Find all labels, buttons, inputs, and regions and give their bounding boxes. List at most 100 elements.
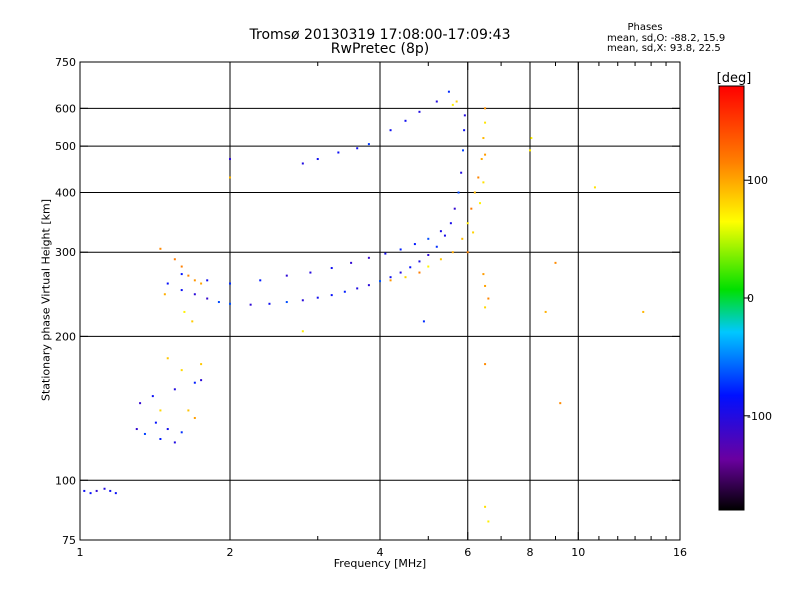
data-point: [462, 149, 465, 152]
data-point: [159, 409, 162, 412]
data-point: [427, 265, 430, 268]
data-point: [451, 103, 454, 106]
data-point: [463, 129, 466, 132]
data-point: [480, 158, 483, 161]
data-point: [166, 357, 169, 360]
data-point: [139, 402, 142, 405]
x-tick-label: 8: [527, 546, 534, 559]
data-point: [418, 110, 421, 113]
data-point: [350, 261, 353, 264]
data-point: [384, 252, 387, 255]
data-point: [316, 158, 319, 161]
data-point: [229, 302, 231, 305]
data-point: [457, 191, 460, 194]
data-point: [83, 489, 86, 492]
data-point: [482, 181, 485, 184]
data-points: [83, 90, 645, 523]
data-point: [229, 282, 231, 285]
data-point: [249, 303, 252, 306]
data-point: [316, 296, 319, 299]
data-point: [183, 310, 186, 313]
data-point: [472, 231, 475, 234]
data-point: [427, 237, 430, 240]
data-point: [482, 137, 485, 140]
data-point: [301, 330, 304, 333]
data-point: [435, 245, 438, 248]
data-point: [191, 320, 194, 323]
data-point: [154, 421, 157, 424]
data-point: [409, 266, 412, 269]
data-point: [187, 274, 190, 277]
data-point: [229, 158, 231, 161]
data-point: [451, 251, 454, 254]
data-point: [544, 310, 547, 313]
data-point: [449, 222, 452, 225]
y-tick-label: 100: [55, 474, 76, 487]
x-tick-label: 6: [464, 546, 471, 559]
data-point: [143, 432, 146, 435]
data-point: [367, 284, 370, 287]
data-point: [484, 284, 487, 287]
data-point: [285, 301, 288, 304]
data-point: [229, 176, 231, 179]
data-point: [404, 119, 407, 122]
data-point: [330, 267, 333, 270]
data-point: [389, 129, 392, 132]
data-point: [389, 279, 392, 282]
data-point: [285, 274, 288, 277]
data-point: [206, 279, 209, 282]
data-point: [367, 143, 370, 146]
data-point: [484, 121, 487, 124]
data-point: [422, 320, 425, 323]
data-point: [173, 441, 176, 444]
colorbar: [718, 85, 745, 511]
y-tick-label: 75: [62, 534, 76, 547]
colorbar-tick-label: 100: [747, 174, 768, 187]
data-point: [389, 276, 392, 279]
data-point: [463, 114, 466, 117]
data-point: [193, 279, 196, 282]
data-point: [173, 258, 176, 261]
data-point: [301, 162, 304, 165]
data-point: [337, 151, 340, 154]
data-point: [484, 363, 487, 366]
data-point: [356, 287, 359, 290]
data-point: [477, 176, 480, 179]
data-point: [413, 243, 416, 246]
data-point: [484, 505, 487, 508]
data-point: [173, 388, 176, 391]
data-point: [166, 282, 169, 285]
data-point: [193, 381, 196, 384]
data-point: [330, 294, 333, 297]
data-point: [163, 293, 166, 296]
data-point: [109, 489, 112, 492]
axis-ticks: 1 2 4 6 8 10 16 75 100 200 300 400 500 600 750: [55, 56, 687, 559]
data-point: [460, 171, 463, 174]
data-point: [443, 234, 446, 237]
data-point: [151, 395, 154, 398]
data-point: [593, 186, 596, 189]
data-point: [418, 260, 421, 263]
data-point: [114, 492, 117, 495]
y-tick-label: 400: [55, 186, 76, 199]
data-point: [187, 409, 190, 412]
data-point: [484, 306, 487, 309]
data-point: [180, 273, 183, 276]
data-point: [466, 222, 469, 225]
chart-title: Tromsø 20130319 17:08:00-17:09:43: [249, 27, 511, 43]
data-point: [427, 254, 430, 257]
data-point: [367, 256, 370, 259]
y-tick-label: 200: [55, 330, 76, 343]
data-point: [200, 363, 203, 366]
data-point: [530, 137, 533, 140]
y-tick-label: 500: [55, 140, 76, 153]
data-point: [642, 310, 645, 313]
data-point: [200, 379, 203, 382]
data-point: [309, 271, 312, 274]
data-point: [399, 248, 402, 251]
data-point: [455, 100, 458, 103]
x-tick-label: 1: [77, 546, 84, 559]
phases-title: Phases: [627, 22, 663, 33]
data-point: [487, 520, 490, 523]
